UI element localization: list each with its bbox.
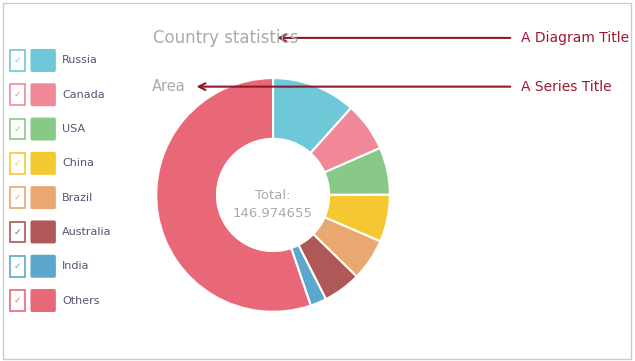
Text: ✓: ✓ <box>14 296 22 305</box>
FancyBboxPatch shape <box>10 290 25 311</box>
Wedge shape <box>324 195 390 242</box>
FancyBboxPatch shape <box>30 289 56 312</box>
Text: ✓: ✓ <box>14 90 22 99</box>
FancyBboxPatch shape <box>10 119 25 139</box>
Wedge shape <box>298 234 357 299</box>
Text: Area: Area <box>151 79 185 94</box>
FancyBboxPatch shape <box>30 118 56 140</box>
Wedge shape <box>156 78 311 312</box>
Text: Australia: Australia <box>62 227 112 237</box>
Text: ✓: ✓ <box>14 125 22 134</box>
Text: Canada: Canada <box>62 90 105 100</box>
FancyBboxPatch shape <box>10 256 25 277</box>
Text: Total:
146.974655: Total: 146.974655 <box>233 189 313 220</box>
Text: Country statistics: Country statistics <box>153 29 298 47</box>
Wedge shape <box>311 108 380 173</box>
FancyBboxPatch shape <box>30 49 56 72</box>
FancyBboxPatch shape <box>30 83 56 106</box>
Text: India: India <box>62 261 90 271</box>
Text: ✓: ✓ <box>14 193 22 202</box>
Circle shape <box>217 139 329 251</box>
Wedge shape <box>273 78 351 153</box>
FancyBboxPatch shape <box>10 187 25 208</box>
Text: A Series Title: A Series Title <box>521 80 612 93</box>
Text: A Diagram Title: A Diagram Title <box>521 31 629 45</box>
FancyBboxPatch shape <box>10 153 25 174</box>
FancyBboxPatch shape <box>30 221 56 243</box>
Wedge shape <box>313 217 380 277</box>
Text: ✓: ✓ <box>14 227 22 236</box>
FancyBboxPatch shape <box>10 222 25 242</box>
Text: ✓: ✓ <box>14 159 22 168</box>
Text: Brazil: Brazil <box>62 193 93 203</box>
Text: Russia: Russia <box>62 56 98 65</box>
FancyBboxPatch shape <box>30 186 56 209</box>
FancyBboxPatch shape <box>30 152 56 175</box>
Text: ✓: ✓ <box>14 262 22 271</box>
FancyBboxPatch shape <box>10 84 25 105</box>
Text: China: China <box>62 158 94 168</box>
Wedge shape <box>291 245 326 305</box>
FancyBboxPatch shape <box>30 255 56 278</box>
Text: ✓: ✓ <box>14 56 22 65</box>
Wedge shape <box>324 148 390 195</box>
FancyBboxPatch shape <box>10 50 25 71</box>
Text: Others: Others <box>62 296 100 305</box>
Text: USA: USA <box>62 124 85 134</box>
